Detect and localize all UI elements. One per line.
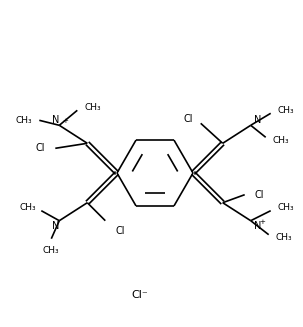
Text: CH₃: CH₃ [84, 103, 101, 112]
Text: CH₃: CH₃ [20, 203, 36, 212]
Text: CH₃: CH₃ [273, 136, 289, 145]
Text: Cl⁻: Cl⁻ [132, 290, 148, 300]
Text: N: N [254, 221, 261, 231]
Text: Cl: Cl [255, 190, 264, 200]
Text: CH₃: CH₃ [276, 233, 292, 242]
Text: N: N [254, 115, 261, 125]
Text: CH₃: CH₃ [278, 203, 294, 212]
Text: CH₃: CH₃ [43, 246, 60, 255]
Text: +: + [260, 219, 265, 225]
Text: Cl: Cl [115, 226, 125, 236]
Text: CH₃: CH₃ [278, 106, 294, 115]
Text: Cl: Cl [183, 114, 193, 124]
Text: N: N [52, 115, 59, 125]
Text: +: + [62, 118, 68, 124]
Text: CH₃: CH₃ [16, 116, 32, 125]
Text: Cl: Cl [36, 143, 45, 153]
Text: N: N [52, 221, 59, 231]
